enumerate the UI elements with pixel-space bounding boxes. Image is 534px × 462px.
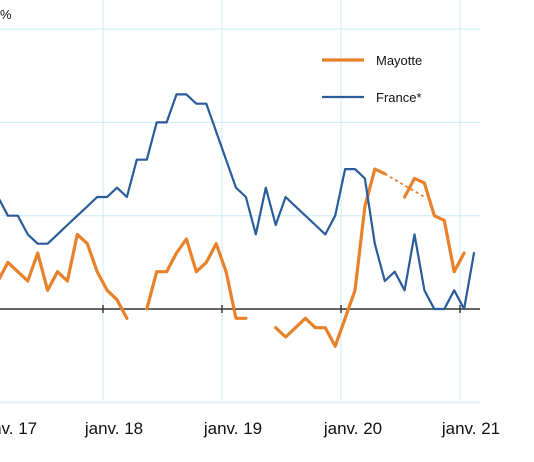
series-line-mayotte-0 — [0, 232, 129, 320]
series-line-mayotte-dashed — [384, 172, 425, 198]
legend: Mayotte France* — [322, 53, 422, 105]
x-tick-label: janv. 17 — [0, 419, 37, 438]
series-line-mayotte-3 — [403, 176, 466, 274]
x-tick-labels: janv. 17 janv. 18 janv. 19 janv. 20 janv. 21 — [0, 419, 500, 438]
x-tick-label: janv. 20 — [323, 419, 382, 438]
series-line-mayotte-2 — [274, 167, 387, 348]
x-tick-label: janv. 21 — [441, 419, 500, 438]
x-axis — [0, 305, 480, 313]
gridlines — [0, 0, 480, 403]
legend-label-0: Mayotte — [376, 53, 422, 68]
y-unit-label: % — [0, 7, 12, 22]
x-tick-label: janv. 19 — [203, 419, 262, 438]
series-lines — [0, 93, 476, 348]
x-tick-label: janv. 18 — [84, 419, 143, 438]
series-line-france-0 — [0, 93, 476, 311]
series-line-mayotte-1 — [145, 237, 248, 320]
legend-label-1: France* — [376, 90, 422, 105]
